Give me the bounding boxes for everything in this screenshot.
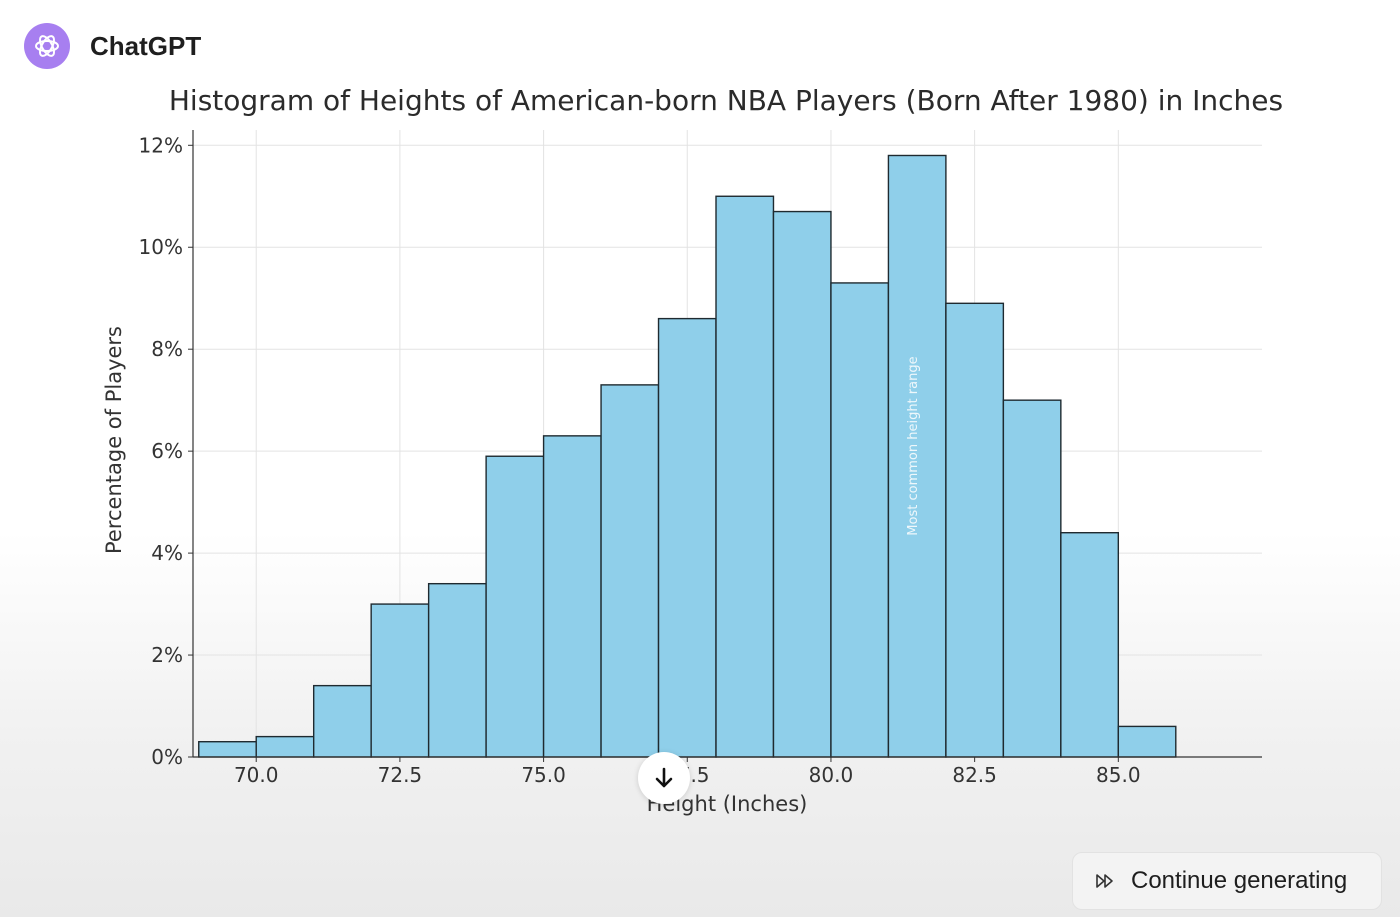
histogram-bar-0 [198,741,257,758]
histogram-bar-7 [600,384,660,758]
x-tick-label-1: 72.5 [378,763,423,787]
histogram-bar-5 [485,455,545,758]
y-tick-label-5: 10% [139,235,183,259]
histogram-bar-14 [1002,399,1062,758]
y-tick-label-3: 6% [151,439,183,463]
y-tick-label-0: 0% [151,745,183,769]
histogram-bar-10 [772,210,832,758]
histogram-bar-8 [657,317,717,758]
x-tick-label-5: 82.5 [952,763,997,787]
histogram-bar-1 [255,735,315,758]
fast-forward-icon [1096,874,1113,888]
y-tick-label-6: 12% [139,133,183,157]
y-tick-label-2: 4% [151,541,183,565]
chart-annotation: Most common height range [906,356,921,535]
histogram-bar-3 [370,603,430,758]
histogram-bar-11 [830,282,890,758]
x-tick-label-6: 85.0 [1096,763,1141,787]
y-tick-label-4: 8% [151,337,183,361]
openai-logo-glyph [35,35,59,57]
scroll-down-button[interactable] [638,752,690,804]
histogram-bar-4 [427,582,487,758]
openai-logo-icon [24,23,70,69]
histogram-bars [198,154,1177,758]
x-tick-label-0: 70.0 [234,763,279,787]
y-axis-label: Percentage of Players [102,326,126,554]
histogram-bar-16 [1117,725,1177,758]
chat-header: ChatGPT [24,22,201,70]
histogram-bar-13 [945,302,1005,758]
app-name: ChatGPT [90,30,202,61]
x-tick-label-2: 75.0 [521,763,566,787]
continue-generating-button[interactable]: Continue generating [1072,852,1382,910]
y-tick-label-1: 2% [151,643,183,667]
chart-title: Histogram of Heights of American-born NB… [169,84,1283,117]
continue-generating-label: Continue generating [1131,867,1348,894]
histogram-bar-15 [1060,532,1120,758]
histogram-bar-6 [542,435,602,758]
x-tick-label-4: 80.0 [809,763,854,787]
histogram-bar-2 [312,684,372,758]
histogram-bar-9 [715,195,775,758]
arrow-down-icon [655,767,673,788]
chart-axes [188,130,1262,762]
